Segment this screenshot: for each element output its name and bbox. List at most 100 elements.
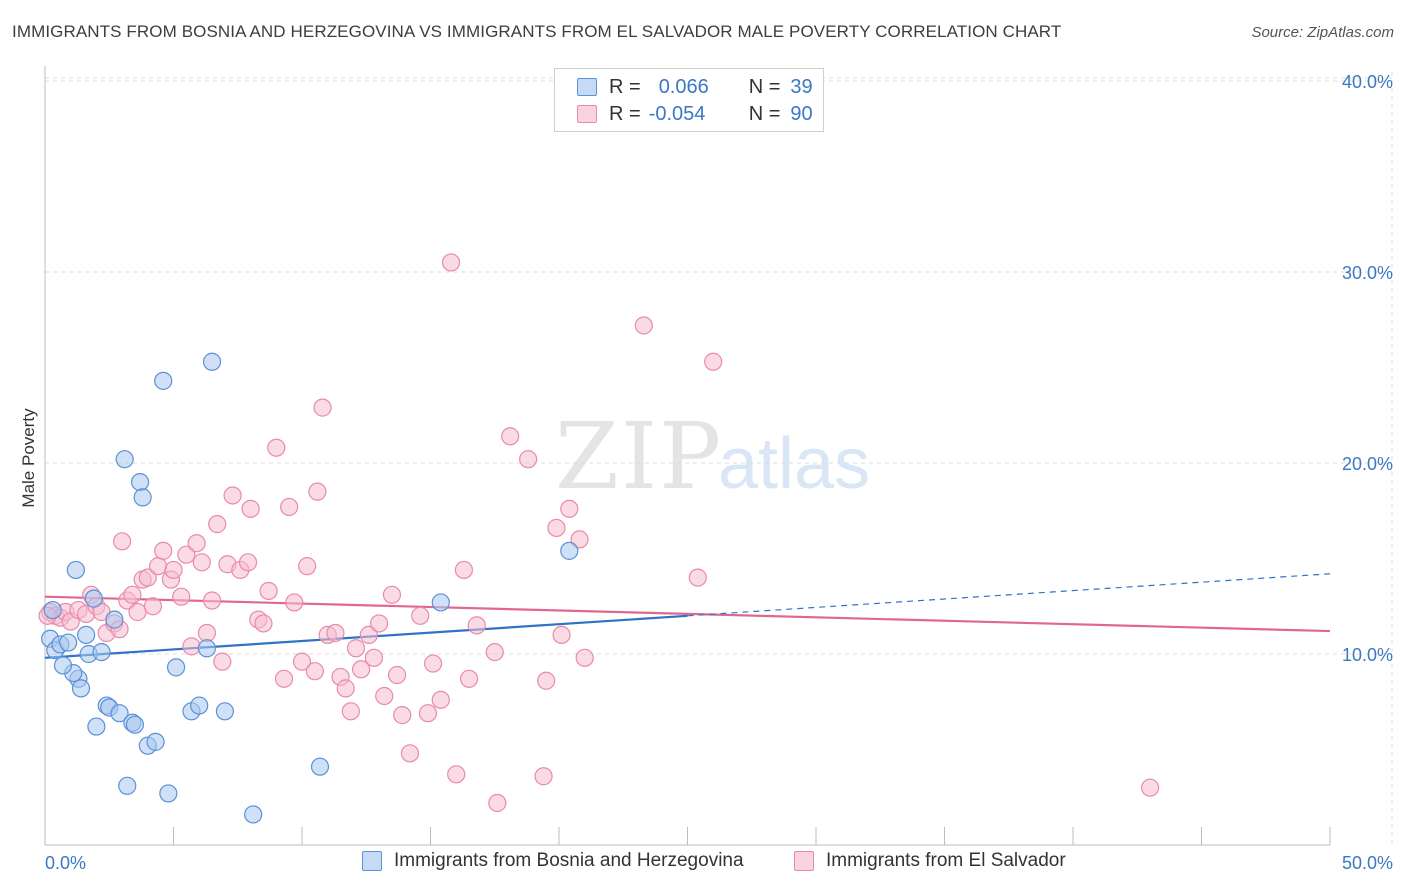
pink-data-point [305, 662, 324, 681]
x-tick-label: 0.0% [45, 853, 86, 873]
pink-data-point [164, 560, 183, 580]
pink-data-point [704, 352, 723, 371]
pink-data-point [688, 568, 707, 587]
n-value: 90 [790, 102, 813, 125]
blue-data-point [202, 352, 222, 371]
n-value: 39 [790, 75, 813, 98]
pink-data-point [370, 614, 389, 633]
pink-data-point [501, 427, 520, 446]
blue-data-point [110, 704, 129, 723]
pink-trend-line [44, 595, 1331, 633]
y-tick-label: 10.0% [1342, 645, 1393, 665]
pink-data-point [254, 614, 273, 633]
blue-data-point [244, 805, 263, 824]
legend: Immigrants from Bosnia and Herzegovina I… [0, 850, 1406, 880]
pink-data-point [411, 606, 430, 625]
pink-data-point [418, 704, 438, 723]
pink-data-point [292, 652, 312, 671]
blue-data-point [125, 715, 145, 734]
pink-data-point [148, 557, 168, 576]
pink-data-point [447, 765, 466, 784]
pink-data-point [537, 671, 556, 690]
pink-data-point [313, 398, 332, 417]
legend-item-bosnia: Immigrants from Bosnia and Herzegovina [362, 850, 744, 872]
trend-lines [44, 573, 1331, 659]
pink-data-point [326, 623, 345, 643]
blue-data-point [431, 593, 450, 612]
legend-item-el-salvador: Immigrants from El Salvador [794, 850, 1066, 872]
y-tick-label: 20.0% [1342, 454, 1393, 474]
pink-data-point [143, 597, 163, 616]
pink-data-point [298, 557, 317, 576]
pink-data-point [280, 497, 299, 517]
pink-data-point [346, 639, 366, 658]
tick-labels: 10.0% 20.0% 30.0% 40.0% 0.0% 50.0% [45, 72, 1393, 873]
pink-data-point [336, 679, 355, 698]
pink-data-point [308, 482, 327, 501]
pink-data-point [112, 532, 132, 551]
y-tick-label: 40.0% [1342, 72, 1393, 92]
pink-data-point [197, 623, 217, 643]
blue-data-point [133, 488, 152, 507]
blue-data-point [66, 560, 85, 580]
pink-data-point [454, 560, 474, 580]
r-value: -0.054 [648, 102, 706, 125]
pink-data-point [375, 686, 394, 706]
pink-data-point [172, 587, 191, 606]
r-label: R = [609, 102, 641, 125]
blue-data-point [130, 473, 150, 492]
pink-data-point [274, 669, 294, 688]
blue-data-point [53, 656, 73, 675]
pink-data-point [359, 625, 378, 645]
correlation-stats-box: R = 0.066 N = 39 R = -0.054 N = 90 [554, 68, 824, 132]
n-label: N = [748, 75, 781, 98]
pink-data-point [187, 534, 206, 553]
pink-data-point [459, 669, 479, 688]
stat-row-el-salvador: R = -0.054 N = 90 [577, 102, 813, 126]
blue-data-point [43, 600, 62, 620]
pink-data-point [382, 585, 402, 604]
r-label: R = [609, 75, 641, 98]
blue-data-point [59, 633, 78, 652]
watermark-zip: ZIP [555, 403, 723, 510]
y-axis-label: Male Poverty [19, 408, 38, 508]
x-tick-label: 50.0% [1342, 853, 1393, 873]
pink-data-point [364, 648, 384, 667]
pink-data-point [154, 541, 173, 560]
blue-data-point [84, 589, 103, 608]
pink-data-point [441, 253, 461, 272]
pink-swatch [577, 105, 597, 123]
pink-data-point [213, 652, 232, 671]
pink-data-point [223, 486, 242, 505]
legend-label: Immigrants from Bosnia and Herzegovina [394, 850, 744, 871]
pink-swatch [794, 851, 814, 871]
pink-data-point [552, 625, 571, 645]
axes: Male Poverty [19, 66, 1331, 846]
pink-data-point [387, 665, 407, 685]
pink-data-point [259, 581, 278, 601]
r-value: 0.066 [658, 75, 709, 98]
pink-data-point [182, 637, 201, 656]
pink-data-point [570, 530, 589, 549]
blue-trend-extension [687, 573, 1331, 617]
pink-data-point [547, 518, 566, 538]
pink-data-point [123, 585, 142, 604]
blue-data-point [87, 717, 106, 736]
pink-data-point [341, 702, 360, 721]
stat-row-bosnia: R = 0.066 N = 39 [577, 75, 813, 99]
n-label: N = [748, 102, 781, 125]
blue-swatch [577, 78, 597, 96]
pink-data-point [241, 499, 260, 518]
pink-data-point [267, 438, 286, 457]
pink-data-point [534, 767, 553, 786]
blue-data-point [310, 757, 330, 776]
pink-data-point [634, 316, 653, 335]
blue-data-point [105, 610, 124, 629]
pink-data-point [519, 450, 538, 469]
blue-data-point [560, 541, 579, 560]
pink-data-point [400, 744, 420, 763]
pink-data-point [431, 690, 450, 709]
pink-data-point [192, 553, 211, 572]
